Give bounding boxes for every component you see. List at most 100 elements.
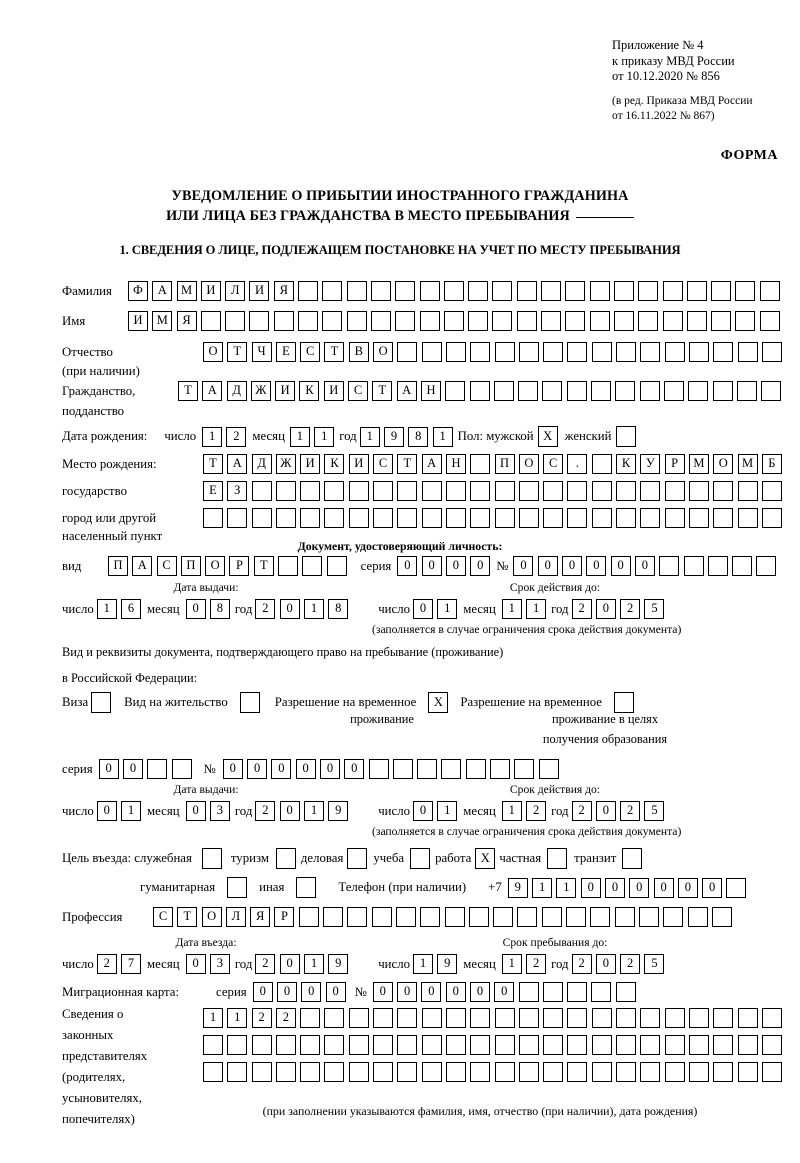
input-cell[interactable] (348, 481, 369, 501)
input-cell[interactable] (370, 311, 391, 331)
input-cell[interactable] (591, 481, 612, 501)
input-cell[interactable] (688, 481, 709, 501)
input-cell[interactable] (616, 1008, 637, 1028)
input-cell[interactable]: 0 (276, 982, 297, 1002)
input-cell[interactable] (589, 311, 610, 331)
input-cell[interactable] (713, 481, 734, 501)
input-cell[interactable] (712, 381, 733, 401)
input-cell[interactable]: 0 (470, 556, 491, 576)
input-cell[interactable] (664, 481, 685, 501)
input-cell[interactable]: 0 (469, 982, 490, 1002)
input-cell[interactable]: М (737, 454, 758, 474)
input-cell[interactable] (543, 1035, 564, 1055)
input-cell[interactable]: 9 (437, 954, 458, 974)
input-cell[interactable] (737, 1035, 758, 1055)
input-cell[interactable] (421, 1062, 442, 1082)
input-cell[interactable]: 0 (412, 599, 433, 619)
input-cell[interactable]: С (300, 342, 321, 362)
input-cell[interactable]: 1 (359, 426, 380, 447)
input-cell[interactable]: 2 (96, 954, 117, 974)
input-cell[interactable]: С (348, 381, 369, 401)
input-cell[interactable] (395, 311, 416, 331)
input-cell[interactable] (468, 311, 489, 331)
sex-male-checkbox[interactable]: X (537, 426, 558, 447)
input-cell[interactable]: 0 (513, 556, 534, 576)
input-cell[interactable]: Т (253, 556, 274, 576)
input-cell[interactable]: 1 (96, 599, 117, 619)
input-cell[interactable]: 1 (501, 801, 522, 821)
input-cell[interactable] (615, 982, 636, 1002)
input-cell[interactable] (565, 311, 586, 331)
input-cell[interactable]: 2 (571, 599, 592, 619)
input-cell[interactable] (737, 1008, 758, 1028)
input-cell[interactable] (421, 1035, 442, 1055)
input-cell[interactable] (589, 281, 610, 301)
input-cell[interactable] (732, 556, 753, 576)
input-cell[interactable] (324, 481, 345, 501)
input-cell[interactable] (615, 381, 636, 401)
input-cell[interactable]: А (396, 381, 417, 401)
input-cell[interactable]: 0 (247, 759, 268, 779)
input-cell[interactable]: Р (274, 907, 295, 927)
input-cell[interactable] (613, 311, 634, 331)
input-cell[interactable] (492, 311, 513, 331)
input-cell[interactable]: Ф (128, 281, 148, 301)
input-cell[interactable]: 1 (501, 954, 522, 974)
input-cell[interactable]: 0 (279, 954, 300, 974)
input-cell[interactable] (567, 481, 588, 501)
input-cell[interactable] (567, 1062, 588, 1082)
input-cell[interactable]: 2 (255, 954, 276, 974)
input-cell[interactable] (147, 759, 168, 779)
input-cell[interactable] (616, 342, 637, 362)
input-cell[interactable] (686, 311, 707, 331)
input-cell[interactable] (616, 481, 637, 501)
input-cell[interactable] (613, 281, 634, 301)
input-cell[interactable]: Н (420, 381, 441, 401)
input-cell[interactable]: В (348, 342, 369, 362)
input-cell[interactable] (518, 481, 539, 501)
input-cell[interactable]: 1 (289, 426, 310, 447)
input-cell[interactable] (249, 311, 270, 331)
input-cell[interactable]: 0 (595, 954, 616, 974)
input-cell[interactable] (468, 281, 489, 301)
input-cell[interactable]: 1 (432, 426, 453, 447)
input-cell[interactable] (421, 481, 442, 501)
input-cell[interactable] (468, 907, 489, 927)
input-cell[interactable]: Я (250, 907, 271, 927)
input-cell[interactable] (566, 381, 587, 401)
input-cell[interactable]: А (202, 381, 223, 401)
input-cell[interactable] (761, 342, 782, 362)
input-cell[interactable] (541, 907, 562, 927)
input-cell[interactable] (493, 381, 514, 401)
input-cell[interactable]: 0 (372, 982, 393, 1002)
input-cell[interactable]: Д (226, 381, 247, 401)
input-cell[interactable] (395, 907, 416, 927)
input-cell[interactable]: 0 (445, 982, 466, 1002)
input-cell[interactable] (421, 342, 442, 362)
input-cell[interactable] (203, 1062, 223, 1082)
input-cell[interactable] (395, 281, 416, 301)
temp-residence-checkbox[interactable]: X (428, 692, 449, 713)
input-cell[interactable] (759, 311, 780, 331)
input-cell[interactable] (687, 907, 708, 927)
input-cell[interactable]: К (324, 454, 345, 474)
input-cell[interactable]: Т (397, 454, 418, 474)
input-cell[interactable] (567, 982, 588, 1002)
input-cell[interactable]: О (713, 454, 734, 474)
input-cell[interactable]: Т (178, 381, 198, 401)
input-cell[interactable] (761, 508, 782, 528)
input-cell[interactable]: О (203, 342, 223, 362)
input-cell[interactable]: 2 (275, 1008, 296, 1028)
input-cell[interactable]: Е (275, 342, 296, 362)
input-cell[interactable]: 8 (328, 599, 349, 619)
input-cell[interactable]: . (567, 454, 588, 474)
residence-permit-checkbox[interactable] (239, 692, 260, 713)
purpose-business-checkbox[interactable] (347, 848, 368, 869)
